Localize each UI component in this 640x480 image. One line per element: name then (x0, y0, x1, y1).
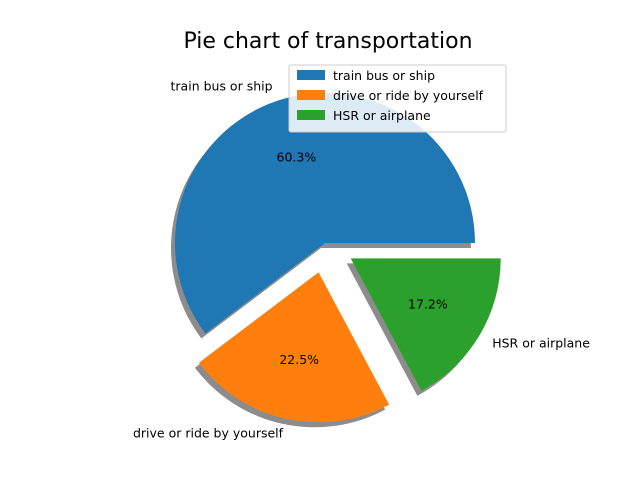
legend-swatch-hsr-or-airplane (297, 110, 325, 120)
slice-label-drive-or-ride-by-yourself: drive or ride by yourself (133, 425, 284, 440)
percent-labels: 60.3% 22.5% 17.2% (277, 150, 448, 368)
slice-hsr-or-airplane (350, 258, 501, 391)
slice-train-bus-or-ship (174, 92, 476, 334)
legend-swatch-drive-or-ride-by-yourself (297, 90, 325, 100)
legend: train bus or ship drive or ride by yourse… (288, 64, 507, 133)
slice-drive-or-ride-by-yourself (198, 272, 390, 423)
percent-label-train-bus-or-ship: 60.3% (277, 150, 317, 165)
slices (174, 92, 501, 423)
chart-title: Pie chart of transportation (183, 29, 472, 54)
percent-label-drive-or-ride-by-yourself: 22.5% (279, 352, 319, 367)
legend-label-train-bus-or-ship: train bus or ship (333, 68, 435, 83)
slice-labels: train bus or ship drive or ride by yourse… (133, 79, 590, 441)
legend-frame (288, 64, 507, 133)
legend-label-drive-or-ride-by-yourself: drive or ride by yourself (333, 88, 484, 103)
percent-label-hsr-or-airplane: 17.2% (408, 297, 448, 312)
slice-label-train-bus-or-ship: train bus or ship (171, 79, 273, 94)
legend-swatch-train-bus-or-ship (297, 70, 325, 80)
legend-label-hsr-or-airplane: HSR or airplane (333, 108, 431, 123)
slice-label-hsr-or-airplane: HSR or airplane (492, 335, 590, 350)
